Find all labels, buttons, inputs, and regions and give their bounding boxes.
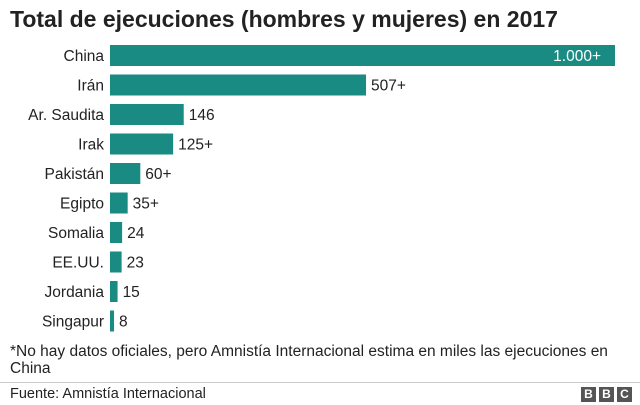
category-label: Irak <box>78 137 104 154</box>
bar <box>110 45 615 66</box>
bbc-logo-letter: B <box>599 387 614 402</box>
bar-chart: China 1.000+ Irán 507+ Ar. Saudita 146 Irak 125… <box>28 45 615 332</box>
category-label: Pakistán <box>45 166 104 183</box>
bar <box>110 74 367 96</box>
category-label: China <box>64 48 105 65</box>
bar <box>110 133 174 155</box>
value-label: 8 <box>119 314 128 331</box>
category-label: Jordania <box>45 284 105 301</box>
value-label: 24 <box>127 225 145 242</box>
category-label: Irán <box>77 78 104 95</box>
category-label: Singapur <box>42 314 104 331</box>
value-label: 23 <box>127 255 144 272</box>
value-label: 15 <box>123 284 140 301</box>
value-label: 507+ <box>371 78 406 95</box>
bbc-logo-letter: C <box>617 387 632 402</box>
chart-title: Total de ejecuciones (hombres y mujeres)… <box>10 6 558 32</box>
category-label: Somalia <box>48 225 104 242</box>
value-label: 35+ <box>133 196 159 213</box>
bbc-logo: B B C <box>581 387 632 402</box>
category-label: Ar. Saudita <box>28 107 104 124</box>
bar <box>110 310 115 332</box>
divider <box>0 382 640 383</box>
value-label: 1.000+ <box>553 48 601 65</box>
bar <box>110 104 184 125</box>
value-label: 146 <box>189 107 215 124</box>
value-label: 125+ <box>178 137 213 154</box>
source-text: Fuente: Amnistía Internacional <box>10 386 206 402</box>
bar <box>110 251 122 273</box>
bbc-logo-letter: B <box>581 387 596 402</box>
bar <box>110 192 128 214</box>
bar <box>110 163 141 184</box>
bar <box>110 222 123 243</box>
footnote: *No hay datos oficiales, pero Amnistía I… <box>10 343 608 377</box>
category-label: Egipto <box>60 196 104 213</box>
value-label: 60+ <box>145 166 171 183</box>
bar <box>110 281 118 302</box>
category-label: EE.UU. <box>52 255 104 272</box>
